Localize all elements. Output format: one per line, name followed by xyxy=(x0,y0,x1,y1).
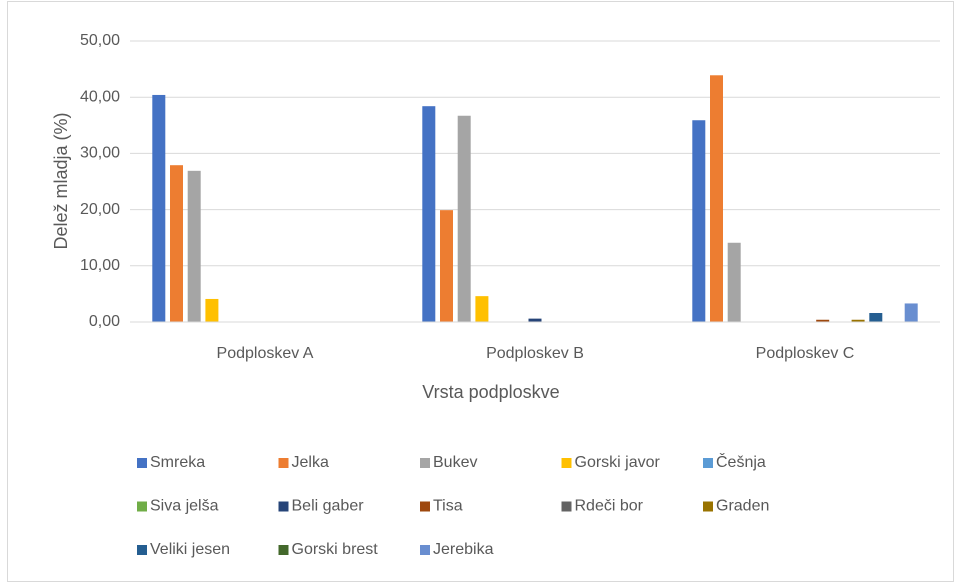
legend-swatch xyxy=(420,545,430,555)
legend-label: Gorski brest xyxy=(292,541,379,558)
bar xyxy=(205,298,219,322)
legend-swatch xyxy=(703,458,713,468)
y-tick-label: 20,00 xyxy=(80,201,120,218)
x-axis-title: Vrsta podploskve xyxy=(422,382,559,402)
bar xyxy=(152,94,166,323)
x-tick-label: Podploskev C xyxy=(756,345,855,362)
y-tick-label: 50,00 xyxy=(80,32,120,49)
bar xyxy=(710,75,723,322)
legend-swatch xyxy=(420,501,430,512)
legend-swatch xyxy=(137,458,147,468)
legend-label: Smreka xyxy=(150,454,205,471)
bar xyxy=(475,296,489,322)
y-axis-title: Delež mladja (%) xyxy=(51,112,71,249)
legend-swatch xyxy=(561,501,572,512)
legend-label: Graden xyxy=(716,498,769,515)
x-tick-label: Podploskev B xyxy=(486,345,584,362)
bar xyxy=(816,319,830,322)
legend-swatch xyxy=(137,501,147,512)
legend-label: Tisa xyxy=(433,498,463,515)
bar xyxy=(692,120,706,322)
legend-label: Jerebika xyxy=(433,541,494,558)
bar xyxy=(869,313,883,322)
y-tick-label: 0,00 xyxy=(89,313,120,330)
legend-label: Gorski javor xyxy=(575,454,661,471)
legend-swatch xyxy=(703,501,713,512)
legend-label: Rdeči bor xyxy=(575,498,644,515)
legend-label: Jelka xyxy=(292,454,329,471)
bar xyxy=(727,242,741,322)
bar xyxy=(851,319,865,322)
bar xyxy=(170,165,183,322)
legend-label: Češnja xyxy=(716,452,766,471)
y-tick-label: 30,00 xyxy=(80,145,120,162)
legend-label: Beli gaber xyxy=(292,498,365,515)
bar xyxy=(187,170,201,322)
bar xyxy=(904,303,918,322)
legend-label: Siva jelša xyxy=(150,498,219,515)
legend-swatch xyxy=(278,545,289,555)
legend-swatch xyxy=(137,545,147,555)
chart-border xyxy=(7,1,954,582)
legend-swatch xyxy=(278,458,289,468)
y-tick-label: 40,00 xyxy=(80,88,120,105)
y-tick-label: 10,00 xyxy=(80,257,120,274)
legend-swatch xyxy=(278,501,289,512)
bar xyxy=(422,106,436,322)
legend-swatch xyxy=(561,458,572,468)
legend-label: Bukev xyxy=(433,454,477,471)
bar xyxy=(440,210,453,322)
x-tick-label: Podploskev A xyxy=(217,345,314,362)
bar xyxy=(528,318,542,322)
bar xyxy=(457,115,471,322)
legend-label: Veliki jesen xyxy=(150,541,230,558)
legend-swatch xyxy=(420,458,430,468)
